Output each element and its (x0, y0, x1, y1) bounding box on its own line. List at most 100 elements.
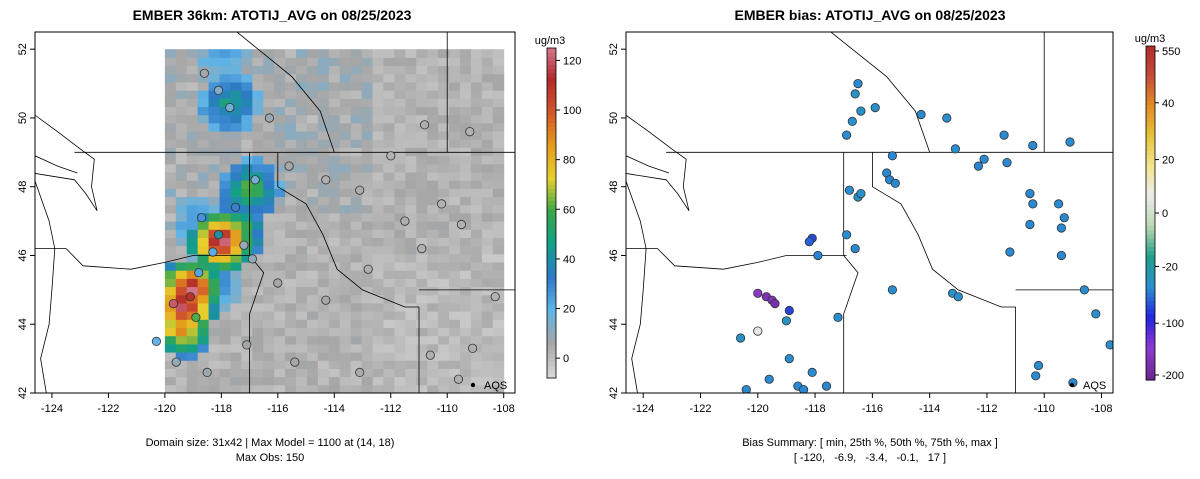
model-grid-cell (427, 171, 439, 181)
model-grid-cell (481, 188, 494, 198)
model-grid-cell (372, 376, 384, 386)
model-grid-cell (241, 262, 253, 271)
colorbar-segment (1146, 283, 1155, 289)
model-grid-cell (350, 360, 363, 369)
model-grid-cell (197, 270, 210, 279)
model-grid-cell (459, 253, 472, 263)
model-grid-cell (241, 196, 253, 206)
colorbar-segment (547, 250, 556, 255)
model-grid-cell (459, 49, 472, 58)
colorbar-segment (547, 101, 556, 107)
model-grid-cell (296, 286, 308, 296)
model-grid-cell (219, 245, 231, 255)
model-grid-cell (449, 49, 461, 58)
model-grid-cell (197, 343, 210, 353)
station-point (887, 151, 898, 161)
model-grid-cell (317, 106, 330, 116)
model-grid-cell (175, 278, 188, 288)
model-grid-cell (285, 188, 297, 198)
model-grid-cell (383, 196, 395, 206)
model-grid-cell (383, 294, 395, 304)
colorbar-segment (1146, 288, 1155, 293)
model-grid-cell (405, 229, 417, 238)
model-grid-cell (197, 253, 210, 263)
model-grid-cell (492, 343, 505, 353)
station-point (321, 295, 331, 305)
model-grid-cell (285, 237, 297, 247)
station-point (953, 292, 963, 302)
model-grid-cell (263, 360, 275, 369)
model-grid-cell (274, 98, 286, 107)
colorbar-segment (547, 138, 556, 144)
colorbar-segment (547, 56, 556, 61)
model-grid-cell (405, 188, 417, 198)
model-grid-cell (296, 49, 308, 58)
model-grid-cell (405, 352, 417, 361)
model-grid-cell (241, 57, 253, 67)
model-grid-cell (274, 131, 286, 140)
right-aqs-legend-dot (1069, 382, 1075, 388)
colorbar-segment (1146, 50, 1155, 55)
model-grid-cell (175, 122, 188, 132)
model-grid-cell (350, 180, 363, 189)
model-grid-cell (339, 352, 352, 361)
model-grid-cell (350, 221, 363, 230)
model-grid-cell (230, 196, 242, 206)
model-grid-cell (164, 245, 177, 255)
model-grid-cell (317, 204, 330, 214)
model-grid-cell (285, 286, 297, 296)
model-grid-cell (175, 360, 188, 369)
model-grid-cell (438, 352, 450, 361)
model-grid-cell (328, 57, 341, 67)
x-tick-label: -118 (211, 403, 232, 415)
model-grid-cell (328, 335, 341, 345)
model-grid-cell (492, 237, 505, 247)
model-grid-cell (306, 98, 319, 107)
model-grid-cell (274, 147, 286, 157)
model-grid-cell (208, 302, 221, 312)
colorbar-segment (547, 312, 556, 317)
model-grid-cell (186, 278, 199, 288)
model-grid-cell (197, 98, 210, 107)
model-grid-cell (328, 196, 341, 206)
model-grid-cell (470, 65, 483, 75)
model-grid-cell (317, 73, 330, 83)
model-grid-cell (339, 49, 352, 58)
station-point (290, 357, 300, 367)
model-grid-cell (175, 57, 188, 67)
model-grid-cell (470, 139, 483, 148)
model-grid-cell (383, 171, 395, 181)
model-grid-cell (317, 163, 330, 173)
model-grid-cell (459, 270, 472, 279)
model-grid-cell (438, 319, 450, 329)
model-grid-cell (252, 270, 264, 279)
model-grid-cell (481, 253, 494, 263)
model-grid-cell (296, 204, 308, 214)
model-grid-cell (339, 311, 352, 320)
model-grid-cell (372, 204, 384, 214)
model-grid-cell (427, 327, 439, 337)
model-grid-cell (241, 270, 253, 279)
model-grid-cell (219, 106, 231, 116)
model-grid-cell (394, 335, 406, 345)
model-grid-cell (285, 327, 297, 337)
station-point (784, 305, 794, 316)
model-grid-cell (285, 360, 297, 369)
station-point (242, 340, 252, 350)
colorbar-segment (1146, 104, 1155, 110)
model-grid-cell (449, 90, 461, 99)
model-grid-cell (383, 245, 395, 255)
model-grid-cell (263, 335, 275, 345)
colorbar-segment (547, 295, 556, 301)
model-grid-cell (492, 98, 505, 107)
model-grid-cell (306, 319, 319, 329)
model-grid-cell (317, 302, 330, 312)
model-grid-cell (361, 384, 374, 393)
model-grid-cell (208, 155, 221, 165)
colorbar-segment (1146, 208, 1155, 214)
model-grid-cell (208, 212, 221, 222)
colorbar-segment (547, 217, 556, 222)
model-grid-cell (285, 352, 297, 361)
colorbar-segment (547, 89, 556, 94)
model-grid-cell (339, 98, 352, 107)
